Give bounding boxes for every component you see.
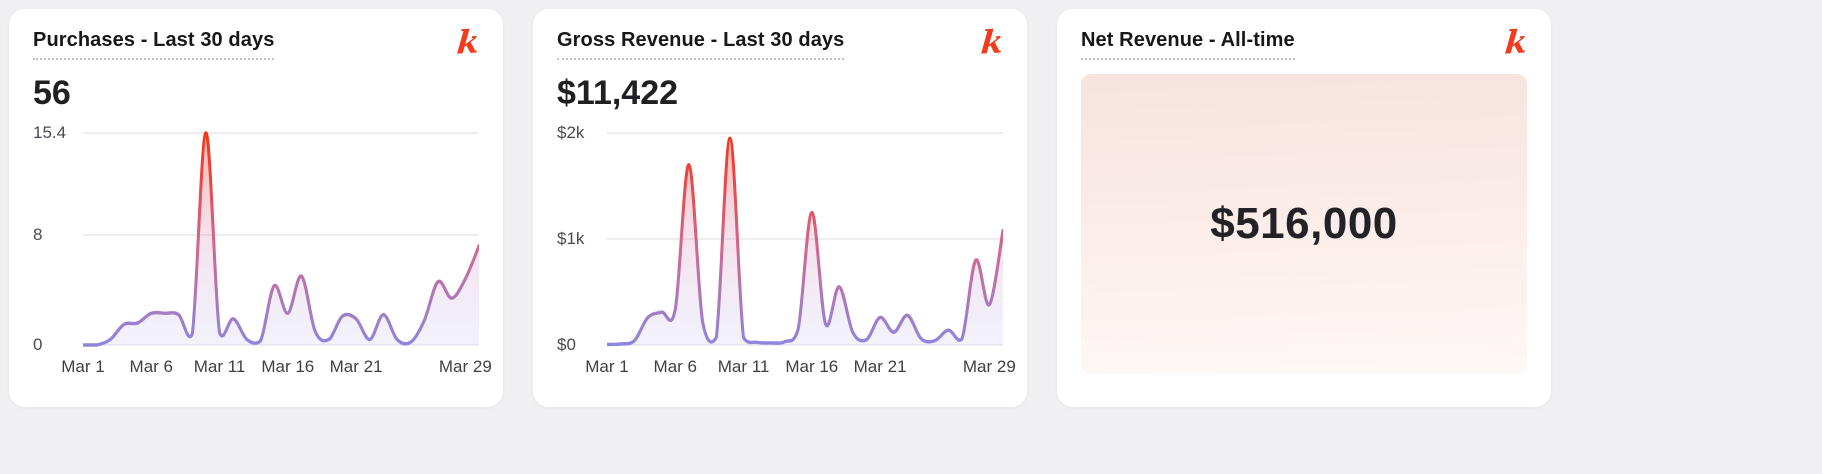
x-tick-label: Mar 16: [785, 357, 839, 376]
purchases-total: 56: [33, 74, 71, 112]
gross-revenue-card-title: Gross Revenue - Last 30 days: [557, 29, 845, 60]
net-revenue-card-header: Net Revenue - All-time k: [1081, 22, 1529, 62]
x-tick-label: Mar 1: [585, 357, 629, 376]
y-tick-label: $2k: [557, 123, 585, 142]
net-revenue-card: Net Revenue - All-time k $516,000: [1057, 9, 1551, 407]
y-tick-label: 0: [33, 335, 43, 354]
gross-revenue-y-axis: $2k $1k $0: [557, 123, 607, 354]
y-tick-label: 15.4: [33, 123, 67, 142]
dashboard: Purchases - Last 30 days k 56 15.4 8 0 Mar…: [9, 9, 1551, 407]
purchases-x-axis: Mar 1 Mar 6 Mar 11 Mar 16 Mar 21 Mar 29: [61, 357, 492, 379]
x-tick-label: Mar 29: [438, 357, 492, 376]
gross-revenue-card-header: Gross Revenue - Last 30 days k: [557, 22, 1005, 62]
y-tick-label: $0: [557, 335, 576, 354]
net-revenue-panel: $516,000: [1081, 74, 1527, 374]
x-tick-label: Mar 6: [653, 357, 697, 376]
net-revenue-total: $516,000: [1210, 199, 1398, 248]
purchases-card: Purchases - Last 30 days k 56 15.4 8 0 Mar…: [9, 9, 503, 407]
purchases-chart-area: 15.4 8 0: [33, 123, 479, 354]
kit-logo-icon: k: [979, 22, 1005, 62]
x-tick-label: Mar 21: [329, 357, 383, 376]
y-tick-label: 8: [33, 224, 43, 244]
x-tick-label: Mar 11: [717, 357, 770, 376]
x-tick-label: Mar 1: [61, 357, 105, 376]
kit-logo-icon: k: [1503, 22, 1529, 62]
gross-revenue-chart-area: $2k $1k $0: [557, 123, 1003, 354]
purchases-chart-svg[interactable]: [83, 125, 479, 349]
purchases-card-header: Purchases - Last 30 days k: [33, 22, 481, 62]
x-tick-label: Mar 6: [129, 357, 173, 376]
x-tick-label: Mar 16: [261, 357, 315, 376]
net-revenue-card-title: Net Revenue - All-time: [1081, 29, 1295, 60]
x-tick-label: Mar 11: [193, 357, 246, 376]
gross-revenue-total: $11,422: [557, 74, 679, 112]
kit-logo-icon: k: [455, 22, 481, 62]
x-tick-label: Mar 21: [853, 357, 907, 376]
purchases-chart[interactable]: [83, 125, 479, 349]
y-tick-label: $1k: [557, 229, 585, 248]
purchases-card-title: Purchases - Last 30 days: [33, 29, 275, 60]
gross-revenue-chart[interactable]: [607, 125, 1003, 349]
gross-revenue-x-axis: Mar 1 Mar 6 Mar 11 Mar 16 Mar 21 Mar 29: [585, 357, 1016, 379]
x-tick-label: Mar 29: [962, 357, 1016, 376]
gross-revenue-card: Gross Revenue - Last 30 days k $11,422 $…: [533, 9, 1027, 407]
purchases-y-axis: 15.4 8 0: [33, 123, 83, 354]
gross-revenue-chart-svg[interactable]: [607, 125, 1003, 349]
